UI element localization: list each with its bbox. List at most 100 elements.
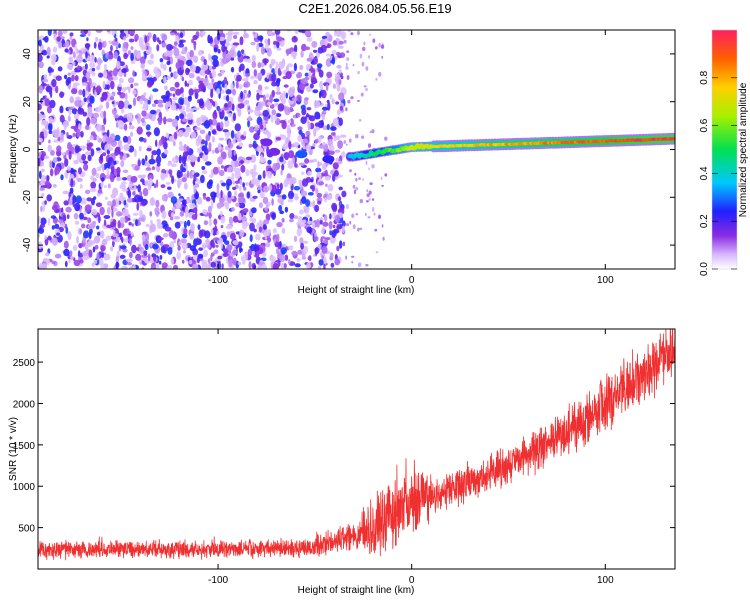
spectrogram-noise-blob: [53, 139, 59, 143]
colorbar-gradient: [712, 30, 737, 269]
spectrogram-noise-blob: [318, 181, 325, 186]
spectrogram-noise-blob: [210, 253, 213, 262]
spectrogram-noise-blob: [170, 163, 177, 167]
spectrogram-noise-blob: [230, 57, 235, 61]
spectrogram-noise-blob: [185, 126, 192, 133]
spectrogram-noise-blob: [160, 172, 165, 179]
spectrogram-speckle: [346, 204, 349, 209]
spectrogram-noise-blob: [191, 38, 195, 44]
spectrogram-noise-blob: [319, 39, 326, 47]
spectrogram-speckle: [348, 138, 352, 143]
spectrogram-noise-blob: [253, 127, 260, 131]
spectrogram-noise-blob: [159, 58, 164, 63]
spectrogram-noise-blob: [44, 98, 50, 107]
spectrogram-noise-blob: [192, 55, 198, 62]
spectrogram-noise-blob: [268, 184, 273, 192]
spectrogram-noise-blob: [178, 129, 184, 135]
spectrogram-noise-blob: [232, 215, 239, 223]
spectrogram-noise-blob: [263, 229, 271, 236]
spectrogram-noise-blob: [311, 184, 315, 192]
spectrogram-noise-blob: [314, 138, 319, 144]
spectrogram-noise-blob: [84, 43, 91, 48]
spectrogram-onset-blob: [260, 138, 273, 147]
spectrogram-noise-blob: [297, 135, 302, 142]
spectrogram-speckle: [373, 212, 376, 216]
spectrogram-noise-blob: [286, 124, 291, 133]
colorbar: 0.0 0.2 0.4 0.6 0.8 Normalized spectral ampl…: [699, 29, 749, 276]
spectrogram-noise-blob: [150, 223, 156, 233]
spectrogram-noise-blob: [93, 196, 97, 200]
spectrogram-noise-blob: [88, 231, 92, 240]
spectrogram-noise-blob: [201, 62, 209, 71]
spectrogram-noise-blob: [44, 155, 49, 160]
spectrogram-noise-blob: [321, 255, 324, 260]
spectrogram-noise-blob: [316, 192, 323, 199]
spectrogram-noise-blob: [327, 184, 334, 192]
spectrogram-noise-blob: [294, 163, 298, 168]
spectrogram-speckle: [346, 50, 350, 53]
spectrogram-noise-blob: [161, 220, 168, 229]
spectrogram-noise-blob: [276, 113, 282, 117]
spectrogram-noise-blob: [325, 58, 332, 67]
spectrogram-noise-blob: [42, 78, 49, 83]
spectrogram-noise-blob: [304, 72, 309, 77]
snr-y-tick-label: 2500: [13, 358, 36, 369]
spectrogram-noise-blob: [173, 131, 178, 140]
spectrogram-noise-blob: [145, 232, 150, 242]
spectrogram-speckle: [367, 216, 371, 219]
spectrogram-noise-blob: [116, 101, 119, 105]
spectrogram-noise-blob: [79, 259, 84, 264]
spectrogram-noise-blob: [186, 197, 190, 204]
spectrogram-noise-blob: [107, 183, 111, 189]
spectrogram-noise-blob: [75, 171, 79, 180]
spectrogram-noise-blob: [247, 93, 250, 99]
spectrogram-noise-blob: [242, 182, 246, 188]
spectrogram-noise-blob: [123, 52, 128, 60]
spectrogram-noise-blob: [276, 36, 283, 42]
spectrogram-speckle: [361, 178, 365, 181]
spectrogram-noise-blob: [247, 109, 254, 113]
spectrogram-noise-blob: [240, 248, 243, 252]
spectrogram-noise-blob: [77, 252, 84, 258]
spectrogram-noise-blob: [332, 40, 337, 46]
spectrogram-speckle: [346, 75, 350, 80]
spectrogram-noise-blob: [207, 205, 212, 213]
spectrogram-noise-blob: [263, 185, 269, 193]
spectrogram-noise-blob: [277, 86, 280, 93]
spectrogram-noise-blob: [300, 116, 307, 124]
spectrogram-noise-blob: [169, 32, 176, 36]
spectrogram-noise-blob: [329, 252, 334, 259]
spectrogram-noise-blob: [275, 91, 282, 95]
spectrogram-noise-blob: [301, 178, 309, 187]
spectrogram-noise-blob: [281, 194, 287, 200]
spectrogram-noise-blob: [186, 59, 193, 67]
spectrogram-noise-blob: [311, 40, 318, 48]
spectrogram-noise-blob: [82, 88, 86, 98]
spectrogram-noise-blob: [312, 200, 316, 209]
spectrogram-noise-blob: [201, 166, 206, 170]
spectrogram-noise-blob: [155, 71, 161, 79]
spectrogram-noise-blob: [85, 189, 91, 195]
spectrogram-noise-blob: [110, 193, 117, 199]
spectrogram-noise-blob: [117, 43, 121, 49]
spectrogram-noise-blob: [173, 41, 178, 46]
spectrogram-noise-blob: [287, 131, 291, 139]
spectrogram-noise-blob: [87, 30, 91, 37]
spectrogram-noise-blob: [264, 242, 271, 248]
spectrogram-noise-blob: [203, 220, 209, 226]
spectrogram-noise-blob: [232, 42, 240, 46]
spectrogram-noise-blob: [307, 220, 313, 225]
spectrogram-noise-blob: [117, 212, 124, 216]
spectrogram-noise-blob: [292, 51, 297, 60]
spectrogram-noise-blob: [89, 240, 96, 245]
spectrogram-noise-blob: [48, 72, 52, 76]
spectrogram-noise-blob: [131, 244, 137, 254]
spectrogram-noise-blob: [271, 212, 276, 220]
spectrogram-noise-blob: [87, 217, 92, 224]
spectrogram-noise-blob: [245, 182, 250, 186]
spectrogram-noise-blob: [146, 77, 150, 81]
spectrogram-noise-blob: [179, 113, 185, 120]
spectrogram-noise-blob: [85, 71, 91, 79]
spectrogram-noise-blob: [204, 140, 208, 147]
